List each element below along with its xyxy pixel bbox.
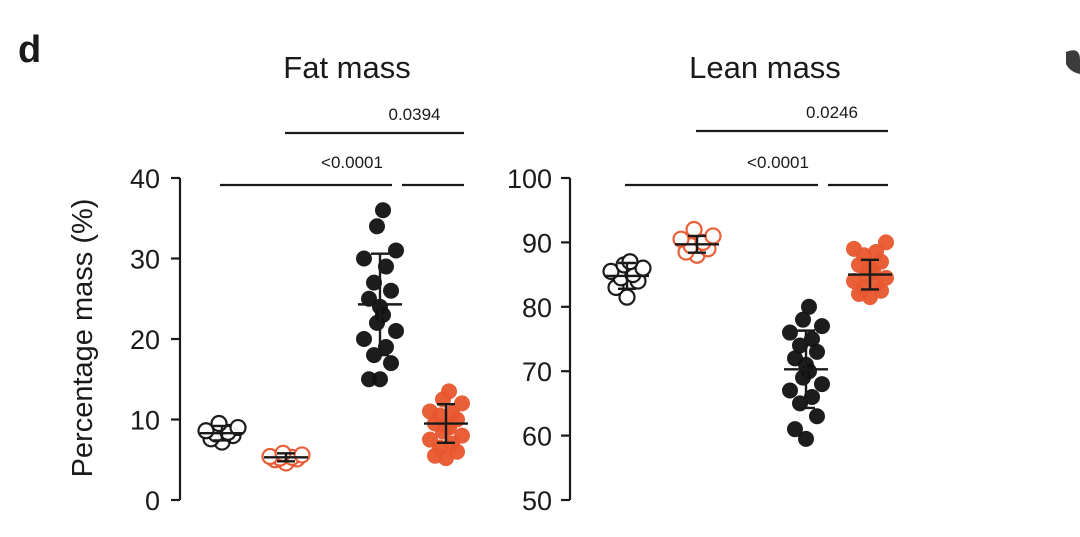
fat-mass-title: Fat mass	[283, 50, 410, 85]
data-point	[782, 382, 798, 399]
lean-mass-chart: Lean mass 50 60 70 80 90 100 0.0246 <0.0001	[507, 50, 894, 516]
data-point	[787, 421, 803, 438]
data-point	[846, 240, 862, 257]
data-point	[366, 274, 382, 291]
data-point	[878, 234, 894, 251]
data-point	[361, 371, 377, 388]
p-value-label: 0.0394	[389, 105, 441, 124]
data-point	[795, 311, 811, 328]
p-value-label: 0.0246	[806, 103, 858, 122]
data-point	[441, 383, 457, 400]
panel-letter: d	[18, 29, 41, 71]
next-panel-edge-glyph	[1066, 50, 1080, 74]
sd-error-bar	[861, 258, 879, 291]
data-point	[378, 258, 394, 275]
y-tick-label: 50	[522, 486, 552, 516]
fat-mass-chart: Fat mass Percentage mass (%) 0 10 20 30 40 0.…	[67, 50, 470, 516]
y-tick-label: 100	[507, 164, 552, 194]
sd-error-bar	[797, 329, 815, 410]
y-tick-label: 60	[522, 422, 552, 452]
data-point	[293, 446, 311, 464]
data-point	[422, 431, 438, 448]
data-point	[369, 218, 385, 235]
data-point	[804, 388, 820, 405]
data-point	[801, 298, 817, 315]
data-point	[356, 331, 372, 347]
y-tick-label: 90	[522, 228, 552, 258]
data-group-4	[422, 383, 470, 467]
sd-error-bar	[371, 252, 389, 357]
y-tick-label: 30	[130, 245, 160, 275]
y-tick-label: 0	[145, 486, 160, 516]
data-point	[356, 250, 372, 267]
sd-error-bar	[688, 234, 706, 254]
data-point	[383, 355, 399, 372]
data-point	[197, 422, 215, 440]
lean-mass-title: Lean mass	[689, 50, 841, 85]
data-point	[422, 403, 438, 420]
data-point	[388, 322, 404, 339]
data-point	[361, 290, 377, 307]
data-group-3	[782, 298, 830, 447]
y-tick-label: 80	[522, 293, 552, 323]
data-group-1	[602, 253, 652, 306]
sd-error-bar	[277, 452, 295, 463]
data-point	[375, 202, 391, 219]
data-point	[454, 427, 470, 444]
data-point	[388, 242, 404, 259]
data-group-2	[261, 444, 311, 472]
y-tick-label: 70	[522, 357, 552, 387]
data-point	[814, 318, 830, 335]
y-tick-label: 10	[130, 406, 160, 436]
p-value-label: <0.0001	[321, 153, 383, 172]
data-point	[704, 227, 722, 245]
data-point	[229, 418, 247, 437]
data-group-3	[356, 202, 404, 388]
data-point	[782, 324, 798, 341]
data-group-1	[197, 414, 247, 451]
sd-error-bar	[618, 261, 636, 290]
data-point	[672, 230, 690, 248]
data-point	[809, 408, 825, 425]
data-group-2	[672, 220, 722, 264]
data-point	[383, 282, 399, 299]
y-tick-label: 40	[130, 164, 160, 194]
p-value-label: <0.0001	[747, 153, 809, 172]
y-tick-label: 20	[130, 325, 160, 355]
data-point	[444, 405, 460, 422]
data-point	[210, 414, 228, 433]
y-axis-label: Percentage mass (%)	[67, 199, 99, 478]
data-point	[621, 253, 639, 271]
data-point	[798, 430, 814, 447]
data-point	[454, 395, 470, 412]
data-point	[814, 376, 830, 393]
sd-error-bar	[437, 403, 455, 445]
data-group-4	[846, 234, 894, 306]
sd-error-bar	[213, 424, 231, 442]
